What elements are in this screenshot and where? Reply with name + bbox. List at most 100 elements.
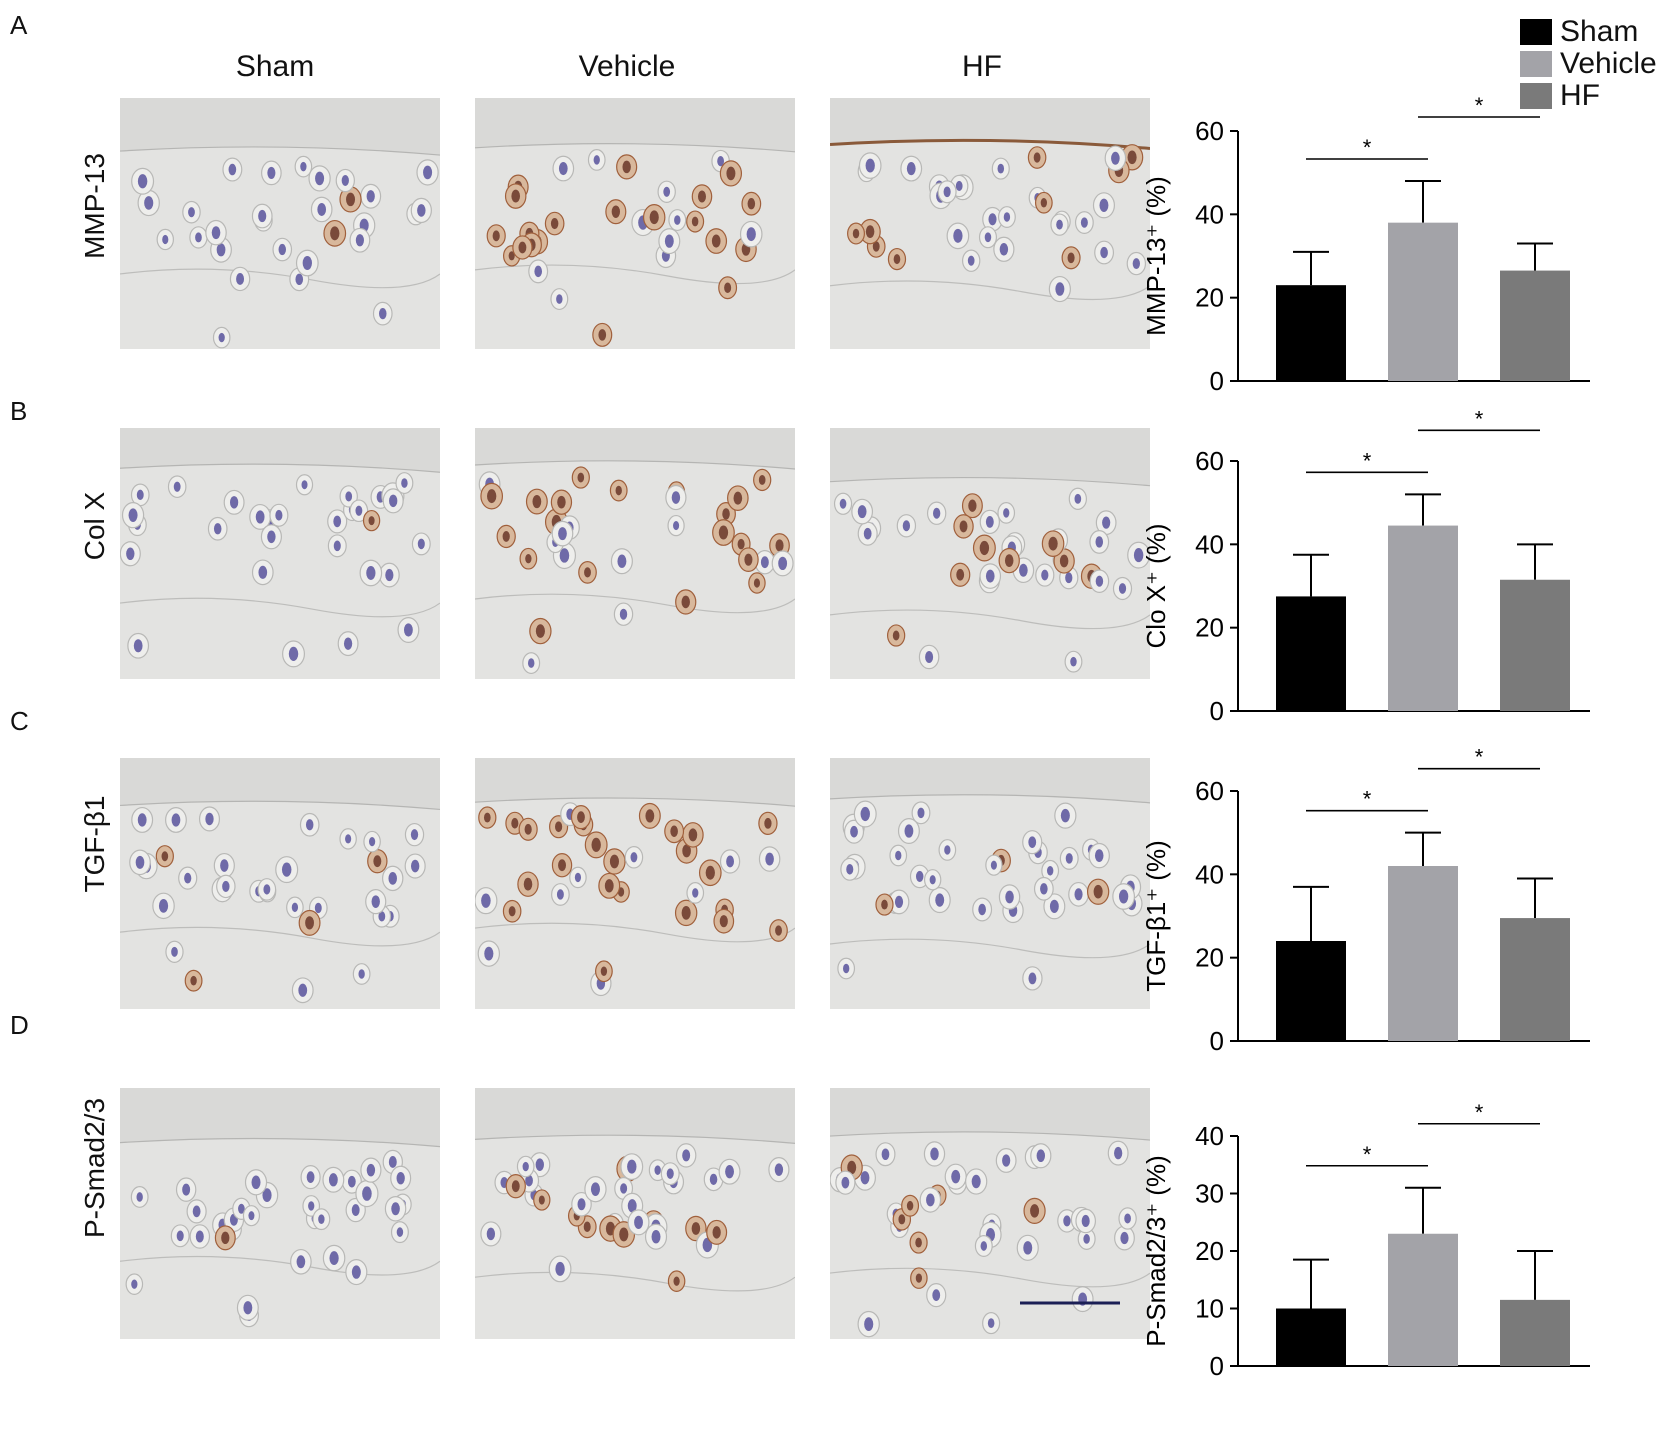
chondrocyte-nucleus — [267, 530, 276, 544]
chondrocyte-nucleus — [136, 1192, 143, 1202]
micrograph-svg — [475, 98, 795, 349]
chondrocyte-nucleus — [857, 505, 867, 519]
chondrocyte-nucleus — [535, 1158, 544, 1171]
y-axis-label: P-Smad2/3⁺ (%) — [1141, 1155, 1171, 1346]
chondrocyte-nucleus — [725, 1165, 734, 1179]
chondrocyte-nucleus — [1094, 849, 1104, 863]
chondrocyte-nucleus — [872, 241, 880, 252]
chondrocyte-nucleus — [1040, 197, 1048, 208]
chondrocyte-nucleus — [341, 175, 349, 186]
chondrocyte-nucleus — [236, 272, 245, 285]
chondrocyte-nucleus — [1023, 1241, 1033, 1255]
row-label-colx: Col X — [79, 491, 110, 561]
chondrocyte-nucleus — [126, 547, 135, 561]
chondrocyte-nucleus — [894, 895, 904, 909]
chondrocyte-nucleus — [764, 817, 772, 829]
legend-swatch-vehicle — [1520, 51, 1552, 77]
bar-vehicle — [1388, 525, 1458, 711]
chondrocyte-nucleus — [128, 508, 138, 522]
micrograph-svg — [120, 428, 440, 679]
chondrocyte-nucleus — [368, 516, 375, 526]
chondrocyte-nucleus — [604, 879, 614, 893]
chondrocyte-nucleus — [943, 186, 951, 198]
chondrocyte-nucleus — [847, 1160, 857, 1175]
y-tick-label: 20 — [1195, 1236, 1224, 1266]
chondrocyte-nucleus — [600, 966, 608, 977]
chondrocyte-nucleus — [388, 871, 397, 885]
chondrocyte-nucleus — [295, 273, 304, 285]
chondrocyte-nucleus — [532, 494, 542, 509]
chondrocyte-nucleus — [609, 854, 620, 869]
chondrocyte-nucleus — [691, 216, 699, 227]
significance-star: * — [1475, 93, 1484, 118]
y-tick-label: 40 — [1195, 1121, 1224, 1151]
chondrocyte-nucleus — [758, 474, 766, 485]
chondrocyte-nucleus — [852, 228, 860, 239]
bar-hf — [1500, 1299, 1570, 1366]
chondrocyte-nucleus — [682, 844, 691, 858]
chondrocyte-nucleus — [622, 160, 631, 174]
chondrocyte-nucleus — [584, 567, 591, 578]
chondrocyte-nucleus — [558, 162, 568, 176]
chondrocyte-nucleus — [1049, 899, 1059, 914]
chondrocyte-nucleus — [557, 495, 566, 509]
row-label-psmad: P-Smad2/3 — [79, 1097, 110, 1239]
chondrocyte-nucleus — [556, 889, 564, 900]
chondrocyte-nucleus — [651, 1229, 661, 1244]
chondrocyte-nucleus — [258, 209, 267, 223]
chondrocyte-nucleus — [959, 520, 968, 533]
y-tick-label: 30 — [1195, 1179, 1224, 1209]
y-tick-label: 40 — [1195, 529, 1224, 559]
chondrocyte-nucleus — [925, 650, 934, 663]
chondrocyte-nucleus — [863, 527, 872, 540]
bar-chart-b: 0 20 40 60 Clo X⁺ (%) * * — [1141, 406, 1680, 785]
chondrocyte-nucleus — [1055, 282, 1065, 296]
micrograph-colx-vehicle — [475, 428, 795, 679]
bar-vehicle — [1388, 866, 1458, 1041]
chondrocyte-nucleus — [971, 1174, 981, 1189]
chondrocyte-nucleus — [171, 813, 181, 827]
chondrocyte-nucleus — [724, 282, 732, 294]
chondrocyte-nucleus — [666, 1168, 674, 1179]
chondrocyte-nucleus — [985, 569, 995, 583]
surface-line — [120, 1137, 440, 1148]
chondrocyte-nucleus — [511, 1180, 520, 1193]
chondrocyte-nucleus — [1133, 548, 1144, 563]
chondrocyte-nucleus — [841, 1176, 850, 1189]
surface-line — [830, 476, 1150, 487]
chondrocyte-nucleus — [775, 539, 784, 552]
bar-sham — [1276, 1308, 1346, 1366]
chondrocyte-nucleus — [314, 902, 322, 914]
tidemark-line — [120, 268, 440, 289]
chondrocyte-nucleus — [688, 828, 698, 842]
chondrocyte-nucleus — [190, 975, 197, 986]
micrograph-mmp13-vehicle — [475, 98, 795, 349]
chondrocyte-nucleus — [1074, 493, 1082, 504]
chondrocyte-nucleus — [195, 232, 202, 243]
chondrocyte-nucleus — [717, 155, 725, 167]
chondrocyte-nucleus — [850, 825, 858, 838]
bar-hf — [1500, 579, 1570, 711]
chondrocyte-nucleus — [892, 630, 900, 641]
chondrocyte-nucleus — [674, 215, 681, 225]
chondrocyte-nucleus — [555, 821, 563, 833]
chondrocyte-nucleus — [673, 521, 680, 531]
panel-letter-d: D — [10, 1010, 29, 1040]
chondrocyte-nucleus — [523, 877, 533, 891]
cartilage-layer — [475, 798, 795, 1009]
chondrocyte-nucleus — [248, 1211, 255, 1221]
chondrocyte-nucleus — [1063, 1215, 1071, 1227]
chondrocyte-nucleus — [1003, 508, 1010, 518]
bar-vehicle — [1388, 222, 1458, 381]
chondrocyte-nucleus — [502, 530, 510, 542]
y-tick-label: 0 — [1210, 696, 1224, 726]
y-axis-label: MMP-13⁺ (%) — [1141, 176, 1171, 336]
chondrocyte-nucleus — [926, 1193, 935, 1207]
chondrocyte-nucleus — [630, 852, 638, 863]
chondrocyte-nucleus — [619, 608, 628, 620]
chondrocyte-nucleus — [645, 809, 655, 823]
chondrocyte-nucleus — [205, 812, 214, 826]
chondrocyte-nucleus — [366, 190, 375, 203]
chondrocyte-nucleus — [984, 232, 992, 243]
bar-chart-d-svg: 0 10 20 30 40 P-Smad2/3⁺ (%) * * — [1141, 1100, 1590, 1381]
